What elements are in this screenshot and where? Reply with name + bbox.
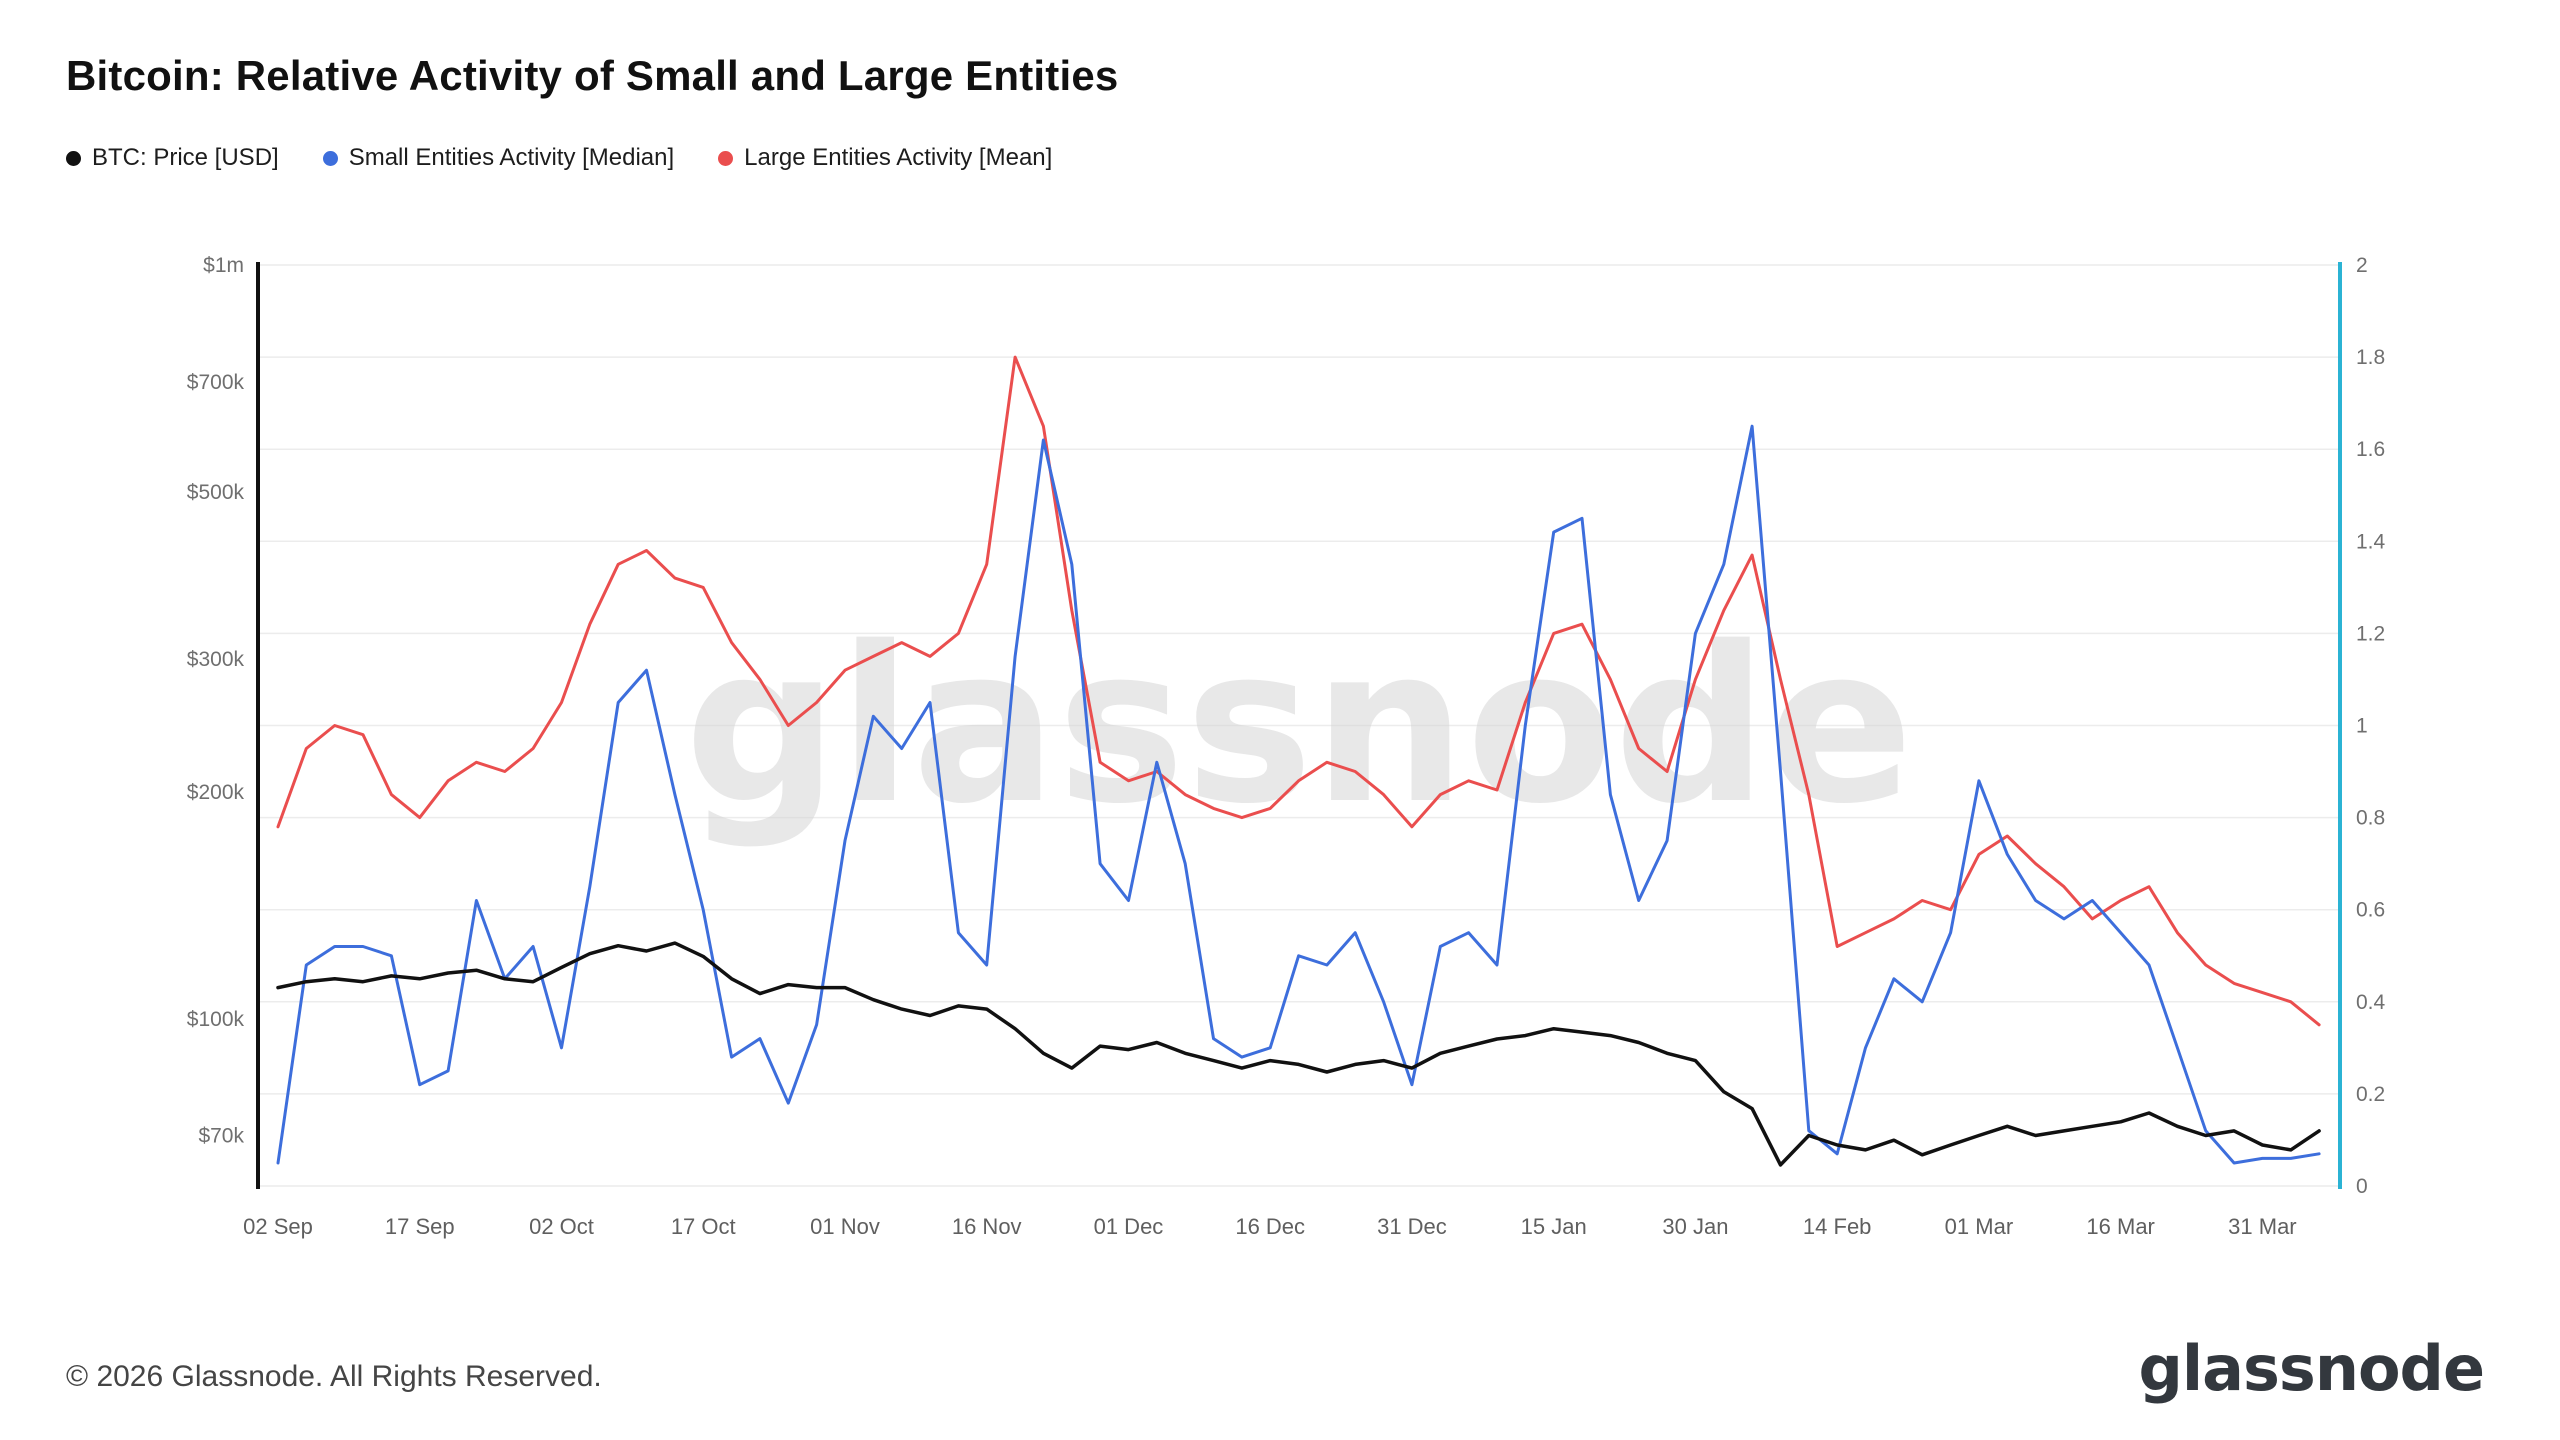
- glassnode-logo: glassnode: [2138, 1332, 2485, 1405]
- legend-dot-btc-price: [66, 150, 81, 166]
- x-axis-tick-label: 16 Nov: [952, 1214, 1022, 1239]
- legend-item-small-entities[interactable]: Small Entities Activity [Median]: [322, 144, 675, 172]
- series-line-btc-price-usd: [276, 941, 2321, 1167]
- left-axis-tick-label: $200k: [187, 781, 245, 804]
- x-axis-tick-label: 30 Jan: [1662, 1214, 1728, 1239]
- right-axis-tick-label: 0.2: [2356, 1083, 2385, 1106]
- left-axis-tick-label: $70k: [198, 1125, 244, 1148]
- right-axis-tick-label: 1.6: [2356, 438, 2385, 461]
- copyright-text: © 2026 Glassnode. All Rights Reserved.: [66, 1360, 602, 1393]
- left-axis-tick-label: $300k: [187, 648, 245, 671]
- x-axis-tick-label: 16 Mar: [2086, 1214, 2154, 1239]
- right-axis-tick-label: 1: [2356, 715, 2368, 738]
- x-axis-tick-label: 02 Sep: [243, 1214, 313, 1239]
- x-axis-tick-label: 16 Dec: [1235, 1214, 1305, 1239]
- x-axis-tick-label: 31 Mar: [2228, 1214, 2296, 1239]
- x-axis-tick-label: 01 Dec: [1094, 1214, 1164, 1239]
- right-axis-tick-label: 0.4: [2356, 991, 2386, 1014]
- series-line-small-entities-activity-median: [276, 424, 2321, 1165]
- left-axis-tick-label: $500k: [187, 481, 245, 504]
- legend-dot-large-entities: [718, 150, 734, 166]
- right-axis-tick-label: 1.2: [2356, 622, 2385, 645]
- x-axis-tick-label: 15 Jan: [1521, 1214, 1587, 1239]
- left-axis-tick-label: $1m: [203, 254, 244, 277]
- x-axis-tick-label: 01 Mar: [1945, 1214, 2013, 1239]
- left-axis-tick-label: $100k: [187, 1008, 245, 1031]
- x-axis-tick-label: 17 Sep: [385, 1214, 455, 1239]
- right-axis-tick-label: 0: [2356, 1175, 2368, 1198]
- legend-label-small-entities: Small Entities Activity [Median]: [348, 144, 675, 171]
- right-axis-tick-label: 1.4: [2356, 530, 2386, 553]
- page-title: Bitcoin: Relative Activity of Small and …: [66, 52, 1119, 99]
- right-axis-tick-label: 2: [2356, 254, 2368, 277]
- x-axis-tick-label: 01 Nov: [810, 1214, 880, 1239]
- legend-label-large-entities: Large Entities Activity [Mean]: [744, 144, 1053, 171]
- right-axis-tick-label: 0.6: [2356, 899, 2385, 922]
- x-axis-tick-label: 02 Oct: [529, 1214, 594, 1239]
- legend-item-large-entities[interactable]: Large Entities Activity [Mean]: [718, 144, 1052, 172]
- right-axis-tick-label: 1.8: [2356, 346, 2385, 369]
- series-line-large-entities-activity-mean: [276, 355, 2321, 1027]
- legend-item-btc-price[interactable]: BTC: Price [USD]: [66, 144, 279, 172]
- x-axis-tick-label: 17 Oct: [671, 1214, 736, 1239]
- left-axis-tick-label: $700k: [187, 371, 245, 394]
- legend-label-btc-price: BTC: Price [USD]: [92, 144, 279, 171]
- chart-legend: BTC: Price [USD] Small Entities Activity…: [66, 144, 1052, 172]
- x-axis-tick-label: 14 Feb: [1803, 1214, 1872, 1239]
- legend-dot-small-entities: [322, 150, 338, 166]
- watermark-text: glassnode: [684, 600, 1913, 851]
- right-axis-tick-label: 0.8: [2356, 807, 2385, 830]
- x-axis-tick-label: 31 Dec: [1377, 1214, 1447, 1239]
